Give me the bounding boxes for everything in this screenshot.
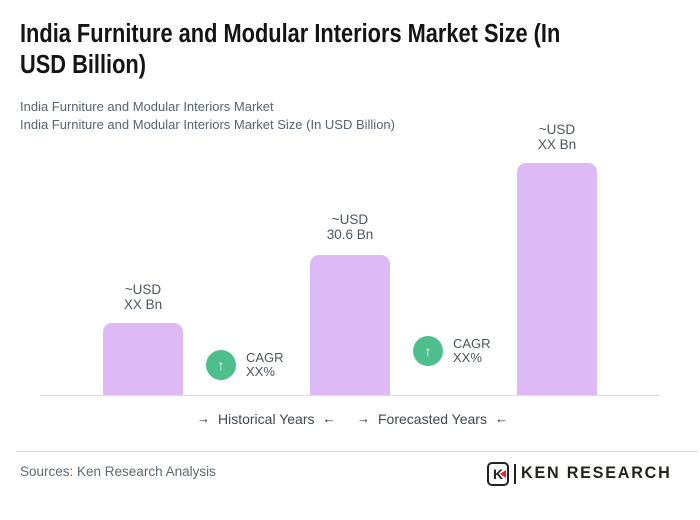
x-axis-span-forecasted: → Forecasted Years ← [357,410,508,428]
bar-value-line2: XX Bn [537,136,577,152]
arrow-up-icon: ↑ [413,336,443,366]
bar-value-label: ~USD XX Bn [487,122,627,152]
arrow-right-icon: → [197,411,210,426]
cagr-value: XX% [246,364,275,379]
x-axis-line [40,395,660,396]
bar-value-line2: XX Bn [123,296,163,312]
logo-separator [514,463,516,484]
cagr-badge-forecast: ↑ CAGR XX% [413,336,491,366]
arrow-up-icon: ↑ [206,350,236,380]
logo-red-triangle-icon [500,470,506,478]
bar-value-label: ~USD XX Bn [73,282,213,312]
bar-value-line1: ~USD [538,122,576,137]
cagr-label: CAGR [246,350,284,365]
bar-value-line1: ~USD [124,282,162,297]
x-axis-span-label: Historical Years [218,411,315,427]
cagr-badge-text: CAGR XX% [453,337,491,365]
x-axis-span-historical: → Historical Years ← [197,410,336,428]
page-title-line1: India Furniture and Modular Interiors Ma… [20,20,561,48]
cagr-label: CAGR [453,336,491,351]
logo-wordmark: KEN RESEARCH [521,464,672,482]
bar-value-label: ~USD 30.6 Bn [280,212,420,242]
chart-subtitle-market: India Furniture and Modular Interiors Ma… [20,99,274,114]
bar-base-year[interactable] [310,255,390,395]
x-axis-span-label: Forecasted Years [378,411,487,427]
bar-historical[interactable] [103,323,183,395]
footer-divider [16,451,698,452]
ken-research-logo-mark-icon: K [487,461,509,486]
page-title-line2: USD Billion) [20,51,146,79]
bar-forecast[interactable] [517,163,597,395]
page-title: India Furniture and Modular Interiors Ma… [20,19,652,81]
ken-research-logo: K KEN RESEARCH [487,461,675,486]
arrow-left-icon: ← [322,411,336,426]
cagr-badge-historical: ↑ CAGR XX% [206,350,284,380]
logo-mark-letter: K [492,465,504,482]
arrow-left-icon: ← [494,411,508,426]
cagr-badge-text: CAGR XX% [246,351,284,379]
sources-text: Sources: Ken Research Analysis [20,464,216,479]
chart-subtitle-market-size: India Furniture and Modular Interiors Ma… [20,117,395,132]
bar-value-line1: ~USD [331,212,369,227]
bar-value-line2: 30.6 Bn [326,226,374,242]
cagr-value: XX% [453,350,482,365]
arrow-right-icon: → [357,411,370,426]
